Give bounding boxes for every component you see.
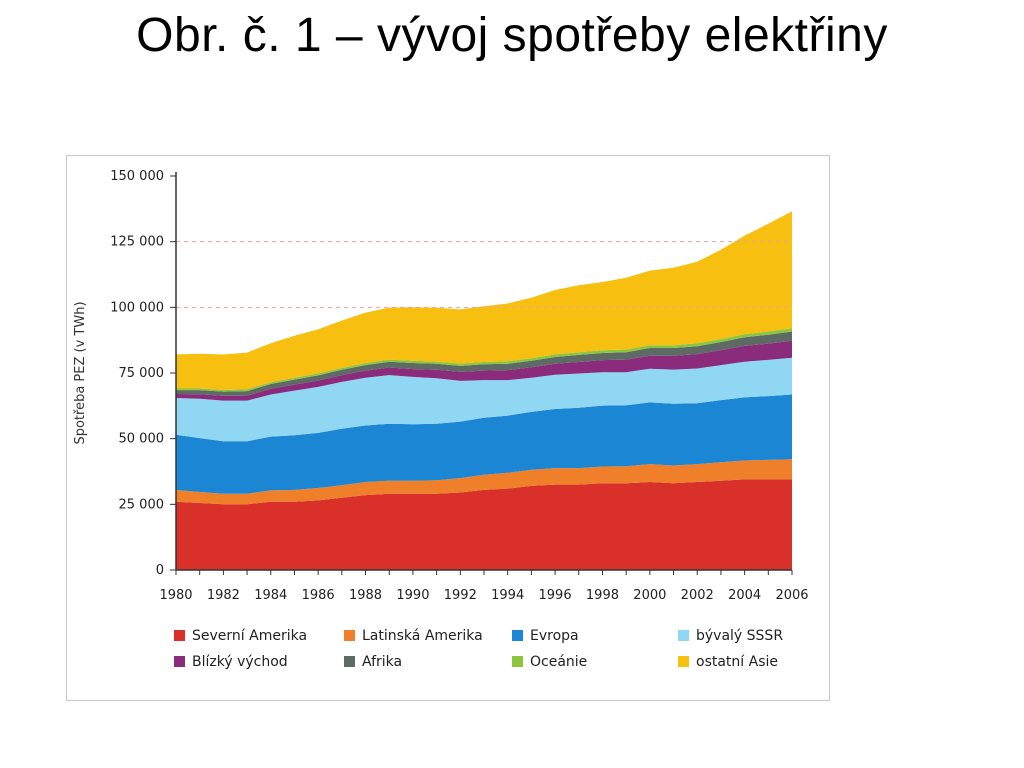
y-tick-label: 100 000 [110,300,164,315]
x-tick-label: 1986 [302,588,335,603]
legend: Severní Amerika Latinská Amerika Evropa býv… [174,628,783,670]
legend-label: Blízký východ [192,654,288,670]
legend-label: Afrika [362,654,402,670]
legend-swatch [344,630,355,641]
y-tick-label: 125 000 [110,235,164,250]
x-tick-label: 2006 [775,588,808,603]
y-tick-label: 50 000 [119,432,165,447]
legend-swatch [678,656,689,667]
area-series-1 [176,459,792,505]
y-axis-title: Spotřeba PEZ (v TWh) [73,301,88,444]
x-tick-label: 1990 [396,588,429,603]
x-tick-label: 1998 [586,588,619,603]
slide-title: Obr. č. 1 – vývoj spotřeby elektřiny [136,9,888,62]
legend-swatch [344,656,355,667]
legend-label: Oceánie [530,654,587,670]
legend-label: bývalý SSSR [696,628,783,644]
legend-label: Latinská Amerika [362,628,483,644]
x-axis-ticks: 1980 1982 1984 1986 1988 1990 1992 1994 1996 1998… [159,570,809,603]
legend-swatch [512,630,523,641]
legend-label: Severní Amerika [192,628,307,644]
x-tick-label: 1984 [254,588,287,603]
x-tick-label: 1980 [159,588,192,603]
x-tick-label: 1982 [207,588,240,603]
y-tick-label: 75 000 [119,366,165,381]
area-series-4 [176,340,792,401]
area-layers [176,211,792,570]
legend-swatch [512,656,523,667]
y-tick-label: 150 000 [110,169,164,184]
legend-label: ostatní Asie [696,654,778,670]
legend-label: Evropa [530,628,579,644]
x-tick-label: 1994 [491,588,524,603]
area-series-2 [176,394,792,494]
area-series-3 [176,357,792,442]
legend-swatch [678,630,689,641]
x-tick-label: 1992 [444,588,477,603]
y-tick-label: 0 [156,563,164,578]
x-tick-label: 2000 [633,588,666,603]
area-series-0 [176,479,792,570]
gridlines [176,241,792,308]
y-axis-ticks: 0 25 000 50 000 75 000 100 000 125 000 150 000 [110,169,176,578]
legend-swatch [174,630,185,641]
x-tick-label: 1996 [539,588,572,603]
x-tick-label: 1988 [349,588,382,603]
x-tick-label: 2004 [728,588,761,603]
y-tick-label: 25 000 [119,497,165,512]
x-tick-label: 2002 [681,588,714,603]
legend-swatch [174,656,185,667]
area-series-7 [176,211,792,390]
